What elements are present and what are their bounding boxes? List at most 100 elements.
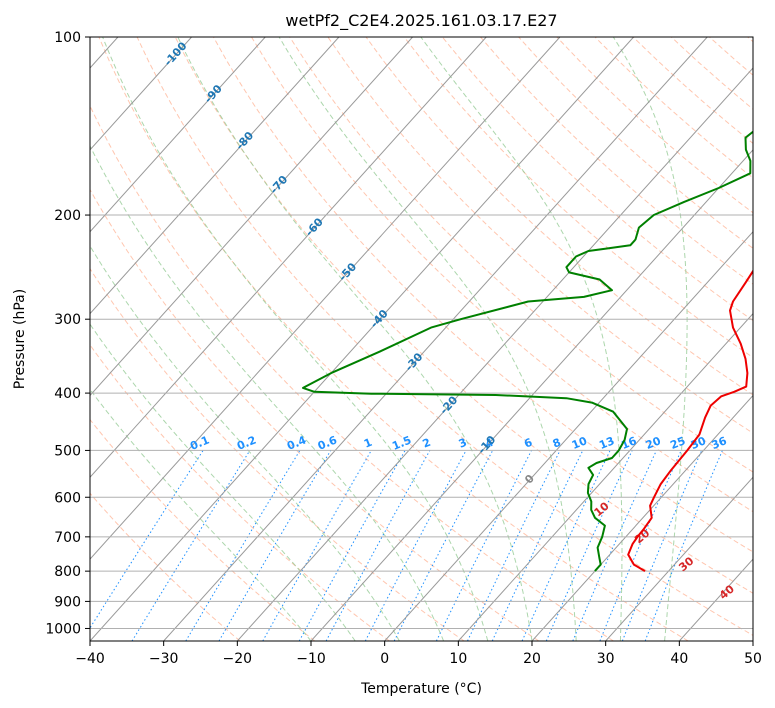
- moist-adiabat: [102, 37, 489, 641]
- mixing-ratio-line: [521, 450, 611, 641]
- isotherm-line: [90, 37, 561, 560]
- dry-adiabat: [365, 37, 753, 396]
- isotherm-line: [605, 476, 753, 641]
- mixing-ratio-label: 6: [522, 436, 534, 451]
- dry-adiabat: [251, 37, 753, 513]
- plot-frame: [89, 36, 754, 642]
- mixing-ratio-line: [131, 450, 251, 641]
- dry-adiabat: [90, 344, 390, 641]
- isotherm-line: [90, 37, 340, 315]
- y-tick-label: 300: [54, 312, 81, 328]
- x-tick-label: 50: [744, 651, 762, 667]
- mixing-ratio-line: [325, 450, 431, 641]
- mixing-ratio-label: 30: [689, 434, 708, 452]
- moist-adiabat: [90, 144, 445, 641]
- dry-adiabat: [709, 37, 753, 76]
- dry-adiabat: [480, 37, 753, 285]
- mixing-ratio-line: [262, 450, 372, 641]
- dry-adiabat: [212, 37, 753, 553]
- moist-adiabat: [278, 37, 577, 641]
- isotherm-line: [310, 149, 753, 641]
- dry-adiabat: [747, 37, 753, 43]
- mixing-ratio-line: [364, 450, 467, 641]
- x-tick-label: −10: [296, 651, 326, 667]
- y-axis: 100 200 300 400 500 600 700 800 900 1000: [45, 30, 90, 637]
- mixing-ratio-line: [90, 450, 204, 629]
- y-tick-label: 500: [54, 443, 81, 459]
- x-tick-label: −30: [149, 651, 179, 667]
- y-tick-label: 1000: [45, 621, 81, 637]
- dry-adiabat: [632, 37, 753, 144]
- x-axis: −40 −30 −20 −10 0 10 20 30 40 50: [75, 641, 762, 667]
- profiles: [302, 130, 753, 572]
- moist-adiabat: [177, 37, 533, 641]
- x-tick-label: 0: [380, 651, 389, 667]
- x-tick-label: 10: [449, 651, 467, 667]
- isotherm-line: [752, 640, 753, 641]
- y-tick-label: 800: [54, 564, 81, 580]
- y-tick-label: 600: [54, 490, 81, 506]
- mixing-ratio-line: [621, 450, 703, 641]
- isotherm-line: [384, 230, 753, 641]
- dry-adiabat: [289, 37, 753, 473]
- x-tick-label: −40: [75, 651, 105, 667]
- dry-adiabat: [174, 37, 753, 594]
- mixing-ratio-label: 3: [457, 436, 469, 451]
- moist-adiabat: [90, 388, 312, 641]
- mixing-ratio-label: 13: [597, 434, 616, 452]
- y-tick-label: 400: [54, 386, 81, 402]
- mixing-ratio-line: [572, 450, 657, 641]
- dry-adiabat: [98, 37, 689, 641]
- dry-adiabat: [518, 37, 753, 249]
- x-tick-label: −20: [223, 651, 253, 667]
- dry-adiabat: [90, 188, 540, 641]
- mixing-ratio-line: [644, 450, 723, 641]
- chart-title: wetPf2_C2E4.2025.161.03.17.E27: [285, 11, 557, 31]
- moist-adiabat: [90, 244, 400, 641]
- dewpoint-profile: [302, 130, 753, 572]
- background-lines: [90, 37, 753, 641]
- dry-adiabat: [90, 104, 614, 641]
- isotherm-line: [90, 37, 192, 151]
- dry-adiabat: [90, 492, 241, 641]
- mixing-ratio-label: 25: [668, 434, 687, 452]
- dry-adiabat: [90, 418, 316, 641]
- isotherm-line: [90, 37, 413, 397]
- pressure-gridlines: [90, 37, 753, 629]
- y-tick-label: 200: [54, 208, 81, 224]
- mixing-ratio-label: 8: [551, 436, 563, 451]
- isotherm-line: [90, 37, 266, 233]
- moist-adiabat: [612, 37, 688, 641]
- y-tick-label: 700: [54, 530, 81, 546]
- mixing-ratio-line: [185, 450, 301, 641]
- y-axis-label: Pressure (hPa): [12, 289, 28, 389]
- isotherm-line: [163, 37, 708, 641]
- isotherm-line: [531, 394, 753, 641]
- dry-adiabat-label: 40: [717, 582, 737, 602]
- x-axis-label: Temperature (°C): [360, 681, 482, 697]
- mixing-ratio-label: 20: [644, 434, 663, 452]
- mixing-ratio-label: 10: [570, 434, 589, 452]
- dry-adiabat: [136, 37, 753, 636]
- dry-adiabat: [556, 37, 753, 214]
- temperature-profile: [627, 269, 753, 572]
- mixing-ratio-line: [393, 450, 494, 641]
- mixing-ratio-label: 36: [710, 434, 729, 452]
- dry-adiabat: [327, 37, 753, 434]
- mixing-ratio-line: [298, 450, 406, 641]
- x-tick-label: 30: [597, 651, 615, 667]
- x-tick-label: 40: [670, 651, 688, 667]
- isotherm-line: [90, 37, 487, 479]
- isotherm-line: [457, 312, 753, 641]
- mixing-ratio-label: 2: [421, 436, 433, 451]
- mixing-ratio-label: 1: [362, 436, 374, 451]
- x-tick-label: 20: [523, 651, 541, 667]
- isotherm-line: [236, 67, 753, 641]
- mixing-ratio-line: [435, 450, 532, 641]
- mixing-ratio-line: [545, 450, 633, 641]
- moist-adiabat: [90, 323, 356, 641]
- dry-adiabat: [90, 267, 465, 641]
- isotherm-line: [90, 37, 634, 641]
- y-tick-label: 100: [54, 30, 81, 46]
